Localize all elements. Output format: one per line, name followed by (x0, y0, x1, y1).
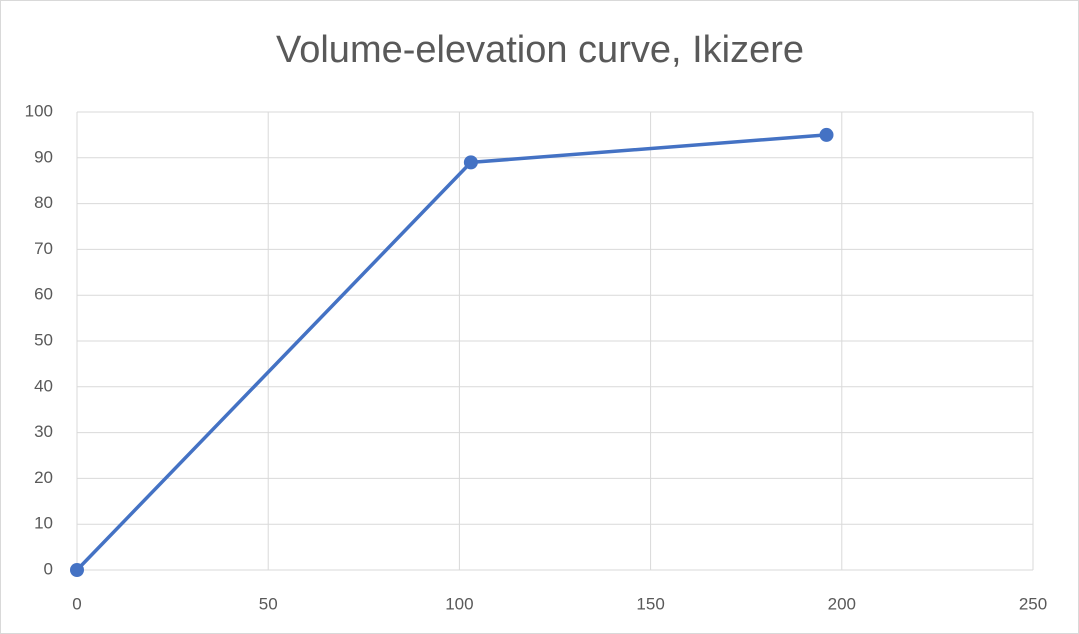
x-tick-label: 50 (259, 594, 278, 613)
y-tick-label: 30 (34, 422, 53, 441)
y-tick-label: 20 (34, 468, 53, 487)
y-tick-label: 100 (25, 101, 53, 120)
x-tick-label: 100 (445, 594, 473, 613)
x-tick-label: 0 (72, 594, 81, 613)
y-tick-label: 60 (34, 285, 53, 304)
y-tick-label: 70 (34, 239, 53, 258)
x-tick-label: 200 (828, 594, 856, 613)
y-tick-label: 80 (34, 193, 53, 212)
y-tick-label: 0 (44, 559, 53, 578)
data-point (70, 563, 84, 577)
y-tick-label: 40 (34, 376, 53, 395)
y-tick-label: 50 (34, 330, 53, 349)
data-point (819, 127, 834, 142)
y-tick-label: 90 (34, 147, 53, 166)
x-tick-label: 150 (636, 594, 664, 613)
chart-title: Volume-elevation curve, Ikizere (276, 29, 804, 71)
data-point (463, 155, 478, 170)
y-tick-label: 10 (34, 514, 53, 533)
x-tick-label: 250 (1019, 594, 1047, 613)
